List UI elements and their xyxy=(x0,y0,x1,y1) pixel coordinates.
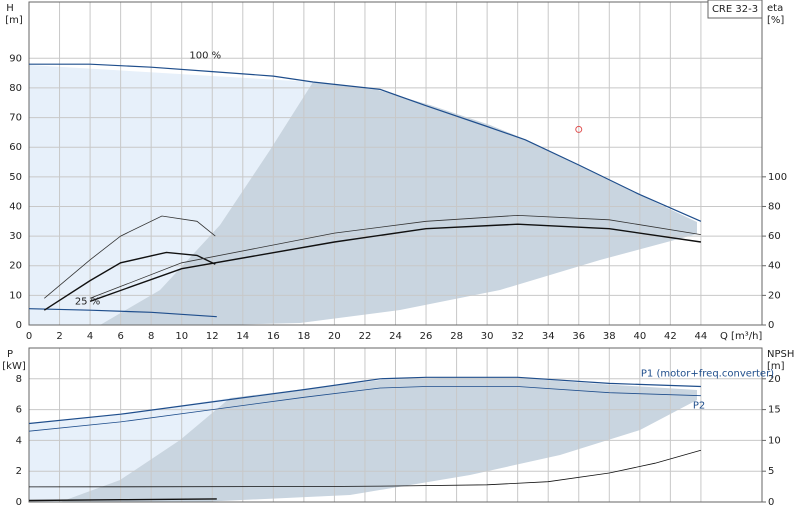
y-tick-label: 30 xyxy=(9,231,22,242)
curve xyxy=(44,215,216,299)
curve xyxy=(28,376,701,425)
annotation: 25 % xyxy=(75,296,100,307)
curve xyxy=(28,449,702,488)
x-tick-label: 16 xyxy=(267,331,280,342)
x-tick-label: 26 xyxy=(420,331,433,342)
y2-tick-label: 60 xyxy=(768,231,781,242)
x-tick-label: 18 xyxy=(298,331,311,342)
x-tick-label: 22 xyxy=(359,331,372,342)
y2-tick-label: 80 xyxy=(768,201,781,212)
x-tick-label: 34 xyxy=(542,331,555,342)
y2-tick-label: 20 xyxy=(768,290,781,301)
x-tick-label: 10 xyxy=(175,331,188,342)
y2-tick-label: 10 xyxy=(768,435,781,446)
y-tick-label: 20 xyxy=(9,261,22,272)
y-axis-label: P xyxy=(7,349,13,360)
y2-tick-label: 20 xyxy=(768,374,781,385)
x-tick-label: 44 xyxy=(695,331,708,342)
legend-label: P2 xyxy=(693,401,705,412)
x-tick-label: 24 xyxy=(389,331,402,342)
y-tick-label: 0 xyxy=(16,497,22,508)
y-tick-label: 10 xyxy=(9,290,22,301)
y-tick-label: 6 xyxy=(16,405,22,416)
x-tick-label: 12 xyxy=(206,331,219,342)
y-tick-label: 8 xyxy=(16,374,22,385)
legend-box xyxy=(707,0,763,19)
y2-tick-label: 0 xyxy=(768,497,774,508)
y-tick-label: 70 xyxy=(9,113,22,124)
y2-tick-label: 0 xyxy=(768,320,774,331)
x-tick-label: 28 xyxy=(450,331,463,342)
y2-axis-unit: [m] xyxy=(767,361,785,372)
curve xyxy=(28,498,217,502)
y-tick-label: 0 xyxy=(16,320,22,331)
y-tick-label: 80 xyxy=(9,83,22,94)
plot-frame xyxy=(28,347,763,503)
y-tick-label: 4 xyxy=(16,435,22,446)
x-tick-label: 2 xyxy=(56,331,62,342)
x-tick-label: 6 xyxy=(117,331,123,342)
y2-tick-label: 100 xyxy=(768,172,787,183)
x-tick-label: 8 xyxy=(148,331,154,342)
y-axis-label: H xyxy=(6,3,14,14)
annotation: 100 % xyxy=(189,50,221,61)
x-tick-label: 14 xyxy=(236,331,249,342)
curve xyxy=(28,386,701,432)
plot-frame xyxy=(28,1,763,326)
x-tick-label: 20 xyxy=(328,331,341,342)
x-tick-label: 36 xyxy=(572,331,585,342)
y2-tick-label: 40 xyxy=(768,261,781,272)
pump-label: CRE 32-3 xyxy=(712,4,758,15)
curve xyxy=(29,63,702,222)
y2-tick-label: 5 xyxy=(768,466,774,477)
y-axis-unit: [m] xyxy=(5,15,23,26)
curve xyxy=(89,223,702,302)
y-tick-label: 90 xyxy=(9,53,22,64)
y2-axis-unit: [%] xyxy=(767,15,784,26)
x-tick-label: 32 xyxy=(511,331,524,342)
curve xyxy=(89,214,701,299)
range-area-light xyxy=(29,398,230,502)
range-area-light xyxy=(29,65,313,325)
x-tick-label: 40 xyxy=(633,331,646,342)
y-axis-unit: [kW] xyxy=(2,361,26,372)
x-axis-label: Q [m³/h] xyxy=(720,331,762,342)
y-tick-label: 2 xyxy=(16,466,22,477)
y2-axis-label: NPSH xyxy=(767,349,794,360)
y-tick-label: 40 xyxy=(9,201,22,212)
legend-label: P1 (motor+freq.converter) xyxy=(641,369,774,380)
duty-point xyxy=(575,125,583,133)
x-tick-label: 38 xyxy=(603,331,616,342)
x-tick-label: 0 xyxy=(26,331,32,342)
y-tick-label: 50 xyxy=(9,172,22,183)
curve xyxy=(28,308,217,318)
y-tick-label: 60 xyxy=(9,142,22,153)
x-tick-label: 30 xyxy=(481,331,494,342)
y2-axis-label: eta xyxy=(767,3,783,14)
y2-tick-label: 15 xyxy=(768,405,781,416)
x-tick-label: 4 xyxy=(87,331,93,342)
curve xyxy=(43,251,216,311)
x-tick-label: 42 xyxy=(664,331,677,342)
